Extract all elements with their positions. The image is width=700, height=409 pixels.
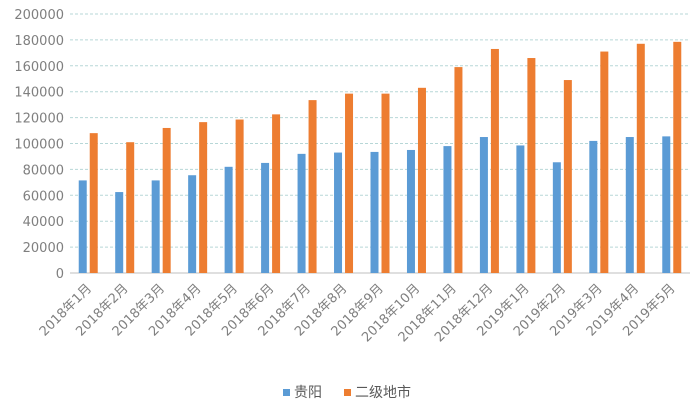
y-tick-label-160000: 160000: [14, 60, 64, 75]
bar-guiyang-16: [625, 137, 634, 273]
bar-secondary-cities-17: [673, 41, 682, 273]
bar-guiyang-5: [224, 166, 233, 273]
bar-secondary-cities-1: [89, 133, 98, 273]
legend: 贵阳 二级地市: [283, 384, 411, 401]
bar-secondary-cities-12: [490, 48, 499, 274]
bar-secondary-cities-6: [272, 114, 281, 273]
legend-label-secondary-cities: 二级地市: [355, 384, 411, 401]
bars: [78, 41, 682, 274]
bar-guiyang-12: [479, 137, 488, 273]
y-tick-label-200000: 200000: [14, 8, 64, 23]
bar-guiyang-1: [78, 180, 87, 273]
y-tick-label-60000: 60000: [23, 189, 64, 204]
bar-guiyang-14: [552, 162, 561, 273]
legend-label-guiyang: 贵阳: [294, 385, 322, 401]
bar-guiyang-17: [662, 136, 671, 273]
bar-secondary-cities-8: [345, 93, 354, 273]
bar-secondary-cities-5: [235, 119, 244, 273]
y-tick-label-100000: 100000: [14, 138, 64, 153]
bar-guiyang-15: [589, 140, 598, 273]
bar-secondary-cities-7: [308, 100, 317, 274]
bar-guiyang-8: [334, 152, 343, 273]
y-tick-label-120000: 120000: [14, 112, 64, 127]
bar-guiyang-13: [516, 145, 525, 273]
bar-secondary-cities-2: [126, 142, 135, 273]
bar-guiyang-10: [406, 149, 415, 273]
y-tick-label-80000: 80000: [23, 163, 64, 178]
bar-secondary-cities-15: [600, 51, 609, 274]
bar-secondary-cities-10: [417, 87, 426, 273]
bar-guiyang-3: [151, 180, 160, 273]
bar-secondary-cities-11: [454, 67, 463, 273]
y-axis-ticks: 0 20000 40000 60000 80000 100000 120000 140000 1…: [14, 8, 64, 282]
y-tick-label-40000: 40000: [23, 215, 64, 230]
legend-swatch-secondary-cities: [344, 389, 351, 396]
bar-secondary-cities-3: [162, 127, 171, 274]
bar-secondary-cities-13: [527, 58, 536, 273]
y-tick-label-20000: 20000: [23, 241, 64, 256]
bar-guiyang-2: [115, 192, 124, 273]
bar-secondary-cities-14: [563, 80, 572, 273]
bar-secondary-cities-16: [636, 43, 645, 273]
bar-guiyang-6: [261, 162, 270, 273]
y-tick-label-180000: 180000: [14, 34, 64, 49]
bar-secondary-cities-9: [381, 93, 390, 273]
bar-guiyang-7: [297, 153, 306, 273]
y-tick-label-0: 0: [56, 267, 64, 282]
x-axis-ticks: 2018年1月2018年2月2018年3月2018年4月2018年5月2018年…: [37, 281, 679, 345]
bar-guiyang-11: [443, 146, 452, 273]
legend-swatch-guiyang: [283, 389, 290, 396]
y-tick-label-140000: 140000: [14, 86, 64, 101]
bar-secondary-cities-4: [199, 122, 208, 273]
bar-guiyang-4: [188, 175, 197, 273]
gridlines: [70, 13, 690, 274]
bar-guiyang-9: [370, 151, 379, 273]
